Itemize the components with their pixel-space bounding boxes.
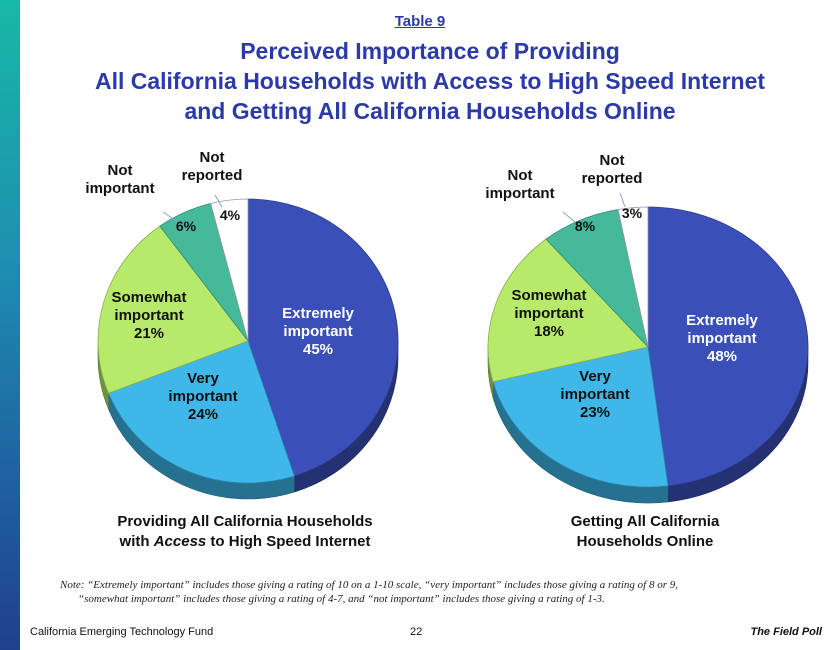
pie-1-slice-5: [210, 198, 249, 342]
footer-page-number: 22: [410, 626, 423, 638]
pie-chart-2: Extremelyimportant48%Veryimportant23%Som…: [485, 152, 809, 504]
pie-2-label-4-line-1: Not: [508, 167, 533, 184]
pie-2-label-3-line-2: important: [514, 305, 583, 322]
title-line-1: Perceived Importance of Providing: [240, 38, 620, 64]
pie-1-value-3: 21%: [134, 325, 164, 342]
pie-2-label-4-line-2: important: [485, 185, 554, 202]
pie-2-slice-1: [647, 206, 809, 487]
pie-2-label-1-line-1: Extremely: [686, 312, 758, 329]
chart-1-caption-line-1: Providing All California Households: [117, 513, 373, 530]
pie-2-value-5: 3%: [622, 205, 643, 221]
pie-1-value-1: 45%: [303, 341, 333, 358]
pie-2-value-1: 48%: [707, 348, 737, 365]
pie-1-slice-1: [247, 198, 399, 477]
chart-2-caption: Getting All California Households Online: [495, 512, 795, 552]
pie-1-label-5-line-2: reported: [182, 167, 243, 184]
pie-1-value-5: 4%: [220, 207, 241, 223]
pie-2-leader-5: [619, 192, 626, 208]
pie-1-label-5-line-1: Not: [200, 149, 225, 166]
pie-2-value-4: 8%: [575, 218, 596, 234]
footnote-line-1: Note: “Extremely important” includes tho…: [60, 579, 678, 591]
pie-2-label-5-line-1: Not: [600, 152, 625, 169]
pie-2-label-5-line-2: reported: [582, 170, 643, 187]
chart-1-caption-line-2: with Access to High Speed Internet: [119, 533, 371, 550]
title-line-3: and Getting All California Households On…: [184, 98, 676, 124]
pie-1-label-2-line-1: Very: [187, 370, 219, 387]
pie-chart-1: Extremelyimportant45%Veryimportant24%Som…: [85, 149, 399, 500]
pie-2-slice-2: [492, 346, 669, 488]
chart-2-caption-line-2: Households Online: [576, 533, 714, 550]
pie-1-slice-3: [97, 225, 249, 394]
side-accent-bar: [0, 0, 20, 650]
pie-2-leader-4: [562, 211, 576, 223]
pie-2-slice-3: [487, 238, 649, 383]
pie-1-label-1-line-2: important: [283, 323, 352, 340]
pie-1-label-3-line-1: Somewhat: [111, 289, 186, 306]
footnote-line-2: “somewhat important” includes those givi…: [78, 593, 605, 605]
pie-2-label-2-line-1: Very: [579, 368, 611, 385]
pie-1-slice-2: [108, 340, 295, 484]
pie-1-leader-4: [162, 211, 179, 223]
pie-2-slice-5: [617, 206, 649, 348]
pie-2-label-1-line-2: important: [687, 330, 756, 347]
pie-2-label-3-line-1: Somewhat: [511, 287, 586, 304]
pie-1-value-4: 6%: [176, 218, 197, 234]
pie-1-value-2: 24%: [188, 406, 218, 423]
pie-1-label-1-line-1: Extremely: [282, 305, 354, 322]
pie-1-label-3-line-2: important: [114, 307, 183, 324]
pie-2-label-2-line-2: important: [560, 386, 629, 403]
chart-2-caption-line-1: Getting All California: [570, 513, 720, 530]
page-title: Perceived Importance of Providing All Ca…: [20, 36, 840, 126]
pie-1-label-4-line-2: important: [85, 180, 154, 197]
footnote: Note: “Extremely important” includes tho…: [60, 578, 830, 606]
pie-2-value-3: 18%: [534, 323, 564, 340]
footer-organization: California Emerging Technology Fund: [30, 626, 214, 638]
table-label: Table 9: [394, 13, 446, 30]
title-line-2: All California Households with Access to…: [94, 68, 766, 94]
pie-1-label-2-line-2: important: [168, 388, 237, 405]
pie-2-value-2: 23%: [580, 404, 610, 421]
chart-1-caption: Providing All California Households with…: [80, 512, 410, 552]
footer-source: The Field Poll: [750, 626, 822, 638]
pie-1-leader-5: [214, 194, 223, 208]
pie-1-label-4-line-1: Not: [108, 162, 133, 179]
